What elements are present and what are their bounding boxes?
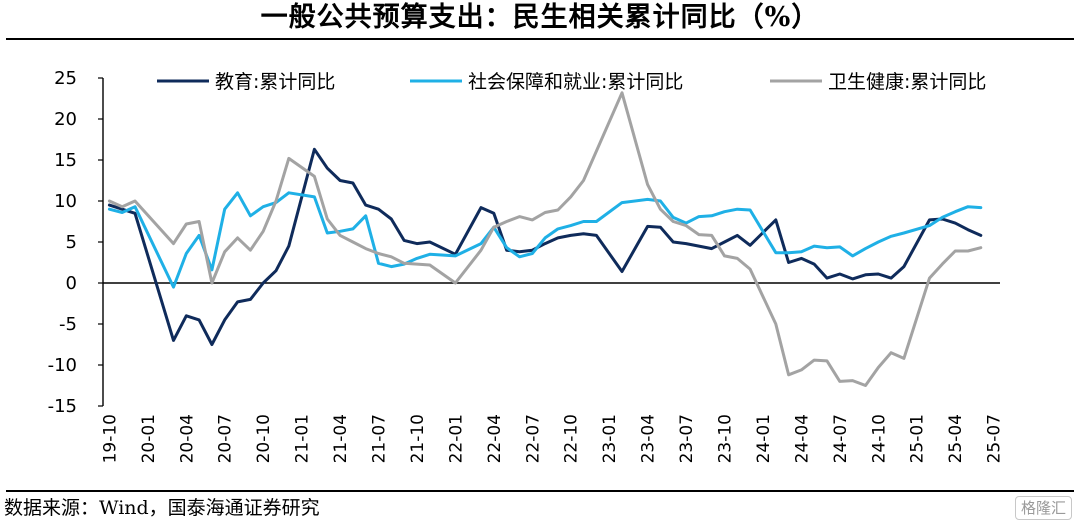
x-tick-label: 22-10 (562, 414, 582, 463)
x-tick-label: 24-10 (869, 414, 889, 463)
source-note: 数据来源：Wind，国泰海通证券研究 (4, 497, 320, 519)
legend-label: 卫生健康:累计同比 (828, 71, 986, 93)
y-tick-label: -10 (48, 355, 77, 376)
x-tick-label: 19-10 (100, 414, 120, 463)
y-tick-label: -15 (48, 396, 77, 417)
x-tick-label: 22-01 (446, 414, 466, 463)
x-tick-label: 25-01 (908, 414, 928, 463)
x-tick-label: 23-10 (715, 414, 735, 463)
y-tick-label: 0 (66, 273, 77, 294)
footer-rule (6, 490, 1074, 492)
chart-title: 一般公共预算支出：民生相关累计同比（%） (260, 2, 820, 33)
y-tick-label: 10 (54, 191, 77, 212)
legend-label: 社会保障和就业:累计同比 (468, 71, 683, 93)
x-tick-label: 20-07 (216, 414, 236, 463)
x-tick-label: 24-01 (754, 414, 774, 463)
series-line (107, 147, 983, 346)
x-tick-label: 24-04 (792, 414, 812, 463)
y-tick-label: 25 (54, 68, 77, 89)
y-tick-label: -5 (59, 314, 77, 335)
chart-axes: -15 -10 -5 0 5 10 15 20 25 19-10 20-01 20-04 20-07 20… (48, 68, 1005, 463)
series-line (107, 91, 983, 387)
y-tick-label: 20 (54, 109, 77, 130)
line-chart: -15 -10 -5 0 5 10 15 20 25 19-10 20-01 20-04 20-07 20… (48, 68, 1005, 463)
x-tick-label: 25-04 (946, 414, 966, 463)
y-tick-label: 5 (66, 232, 77, 253)
series-line (107, 191, 983, 289)
y-tick-label: 15 (54, 150, 77, 171)
x-tick-label: 25-07 (985, 414, 1005, 463)
legend-label: 教育:累计同比 (215, 71, 335, 93)
x-tick-label: 20-01 (139, 414, 159, 463)
x-tick-label: 21-04 (331, 414, 351, 463)
x-tick-label: 20-04 (177, 414, 197, 463)
chart-legend: 教育:累计同比 社会保障和就业:累计同比 卫生健康:累计同比 (157, 71, 986, 93)
x-tick-label: 24-07 (831, 414, 851, 463)
x-tick-label: 20-10 (254, 414, 274, 463)
x-tick-label: 23-01 (600, 414, 620, 463)
chart-series-lines (107, 91, 983, 387)
x-tick-label: 23-04 (639, 414, 659, 463)
x-tick-label: 21-10 (408, 414, 428, 463)
x-tick-label: 22-04 (485, 414, 505, 463)
x-tick-label: 21-01 (293, 414, 313, 463)
x-tick-label: 23-07 (677, 414, 697, 463)
watermark-logo: 格隆汇 (1014, 496, 1072, 520)
x-tick-label: 21-07 (370, 414, 390, 463)
title-rule (6, 38, 1074, 40)
x-tick-label: 22-07 (523, 414, 543, 463)
